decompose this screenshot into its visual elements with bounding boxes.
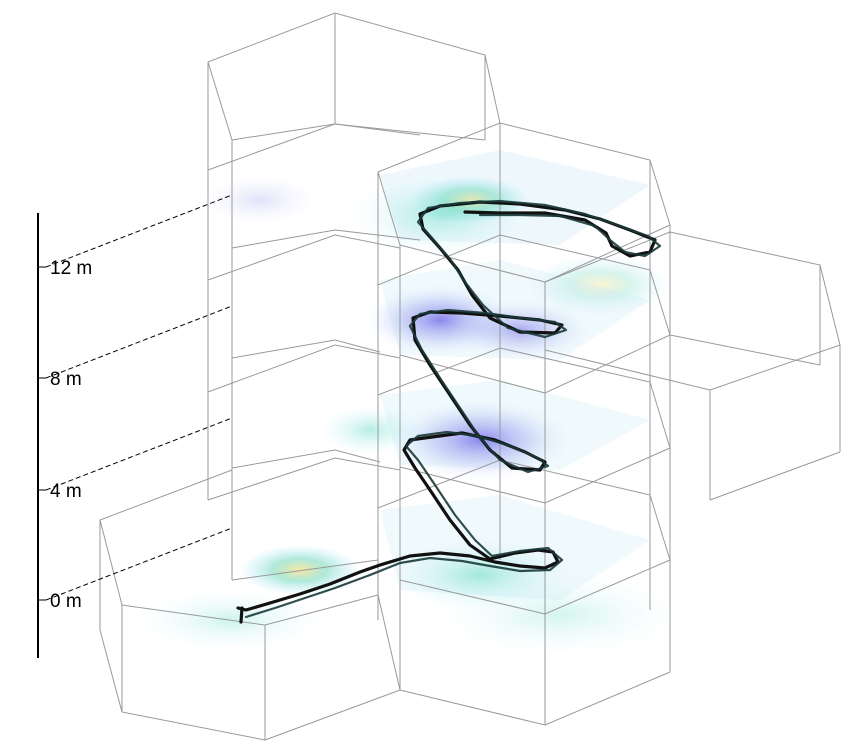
tick-label-4m: 4 m <box>50 481 82 502</box>
cell-wireframe <box>99 12 841 741</box>
tick-label-12m: 12 m <box>50 258 92 279</box>
trajectory-path <box>236 199 662 624</box>
tick-label-0m: 0 m <box>50 591 82 612</box>
heatmap-layers <box>140 150 680 655</box>
tick-label-8m: 8 m <box>50 369 82 390</box>
height-scale: 0 m 4 m 8 m 12 m <box>37 194 233 658</box>
